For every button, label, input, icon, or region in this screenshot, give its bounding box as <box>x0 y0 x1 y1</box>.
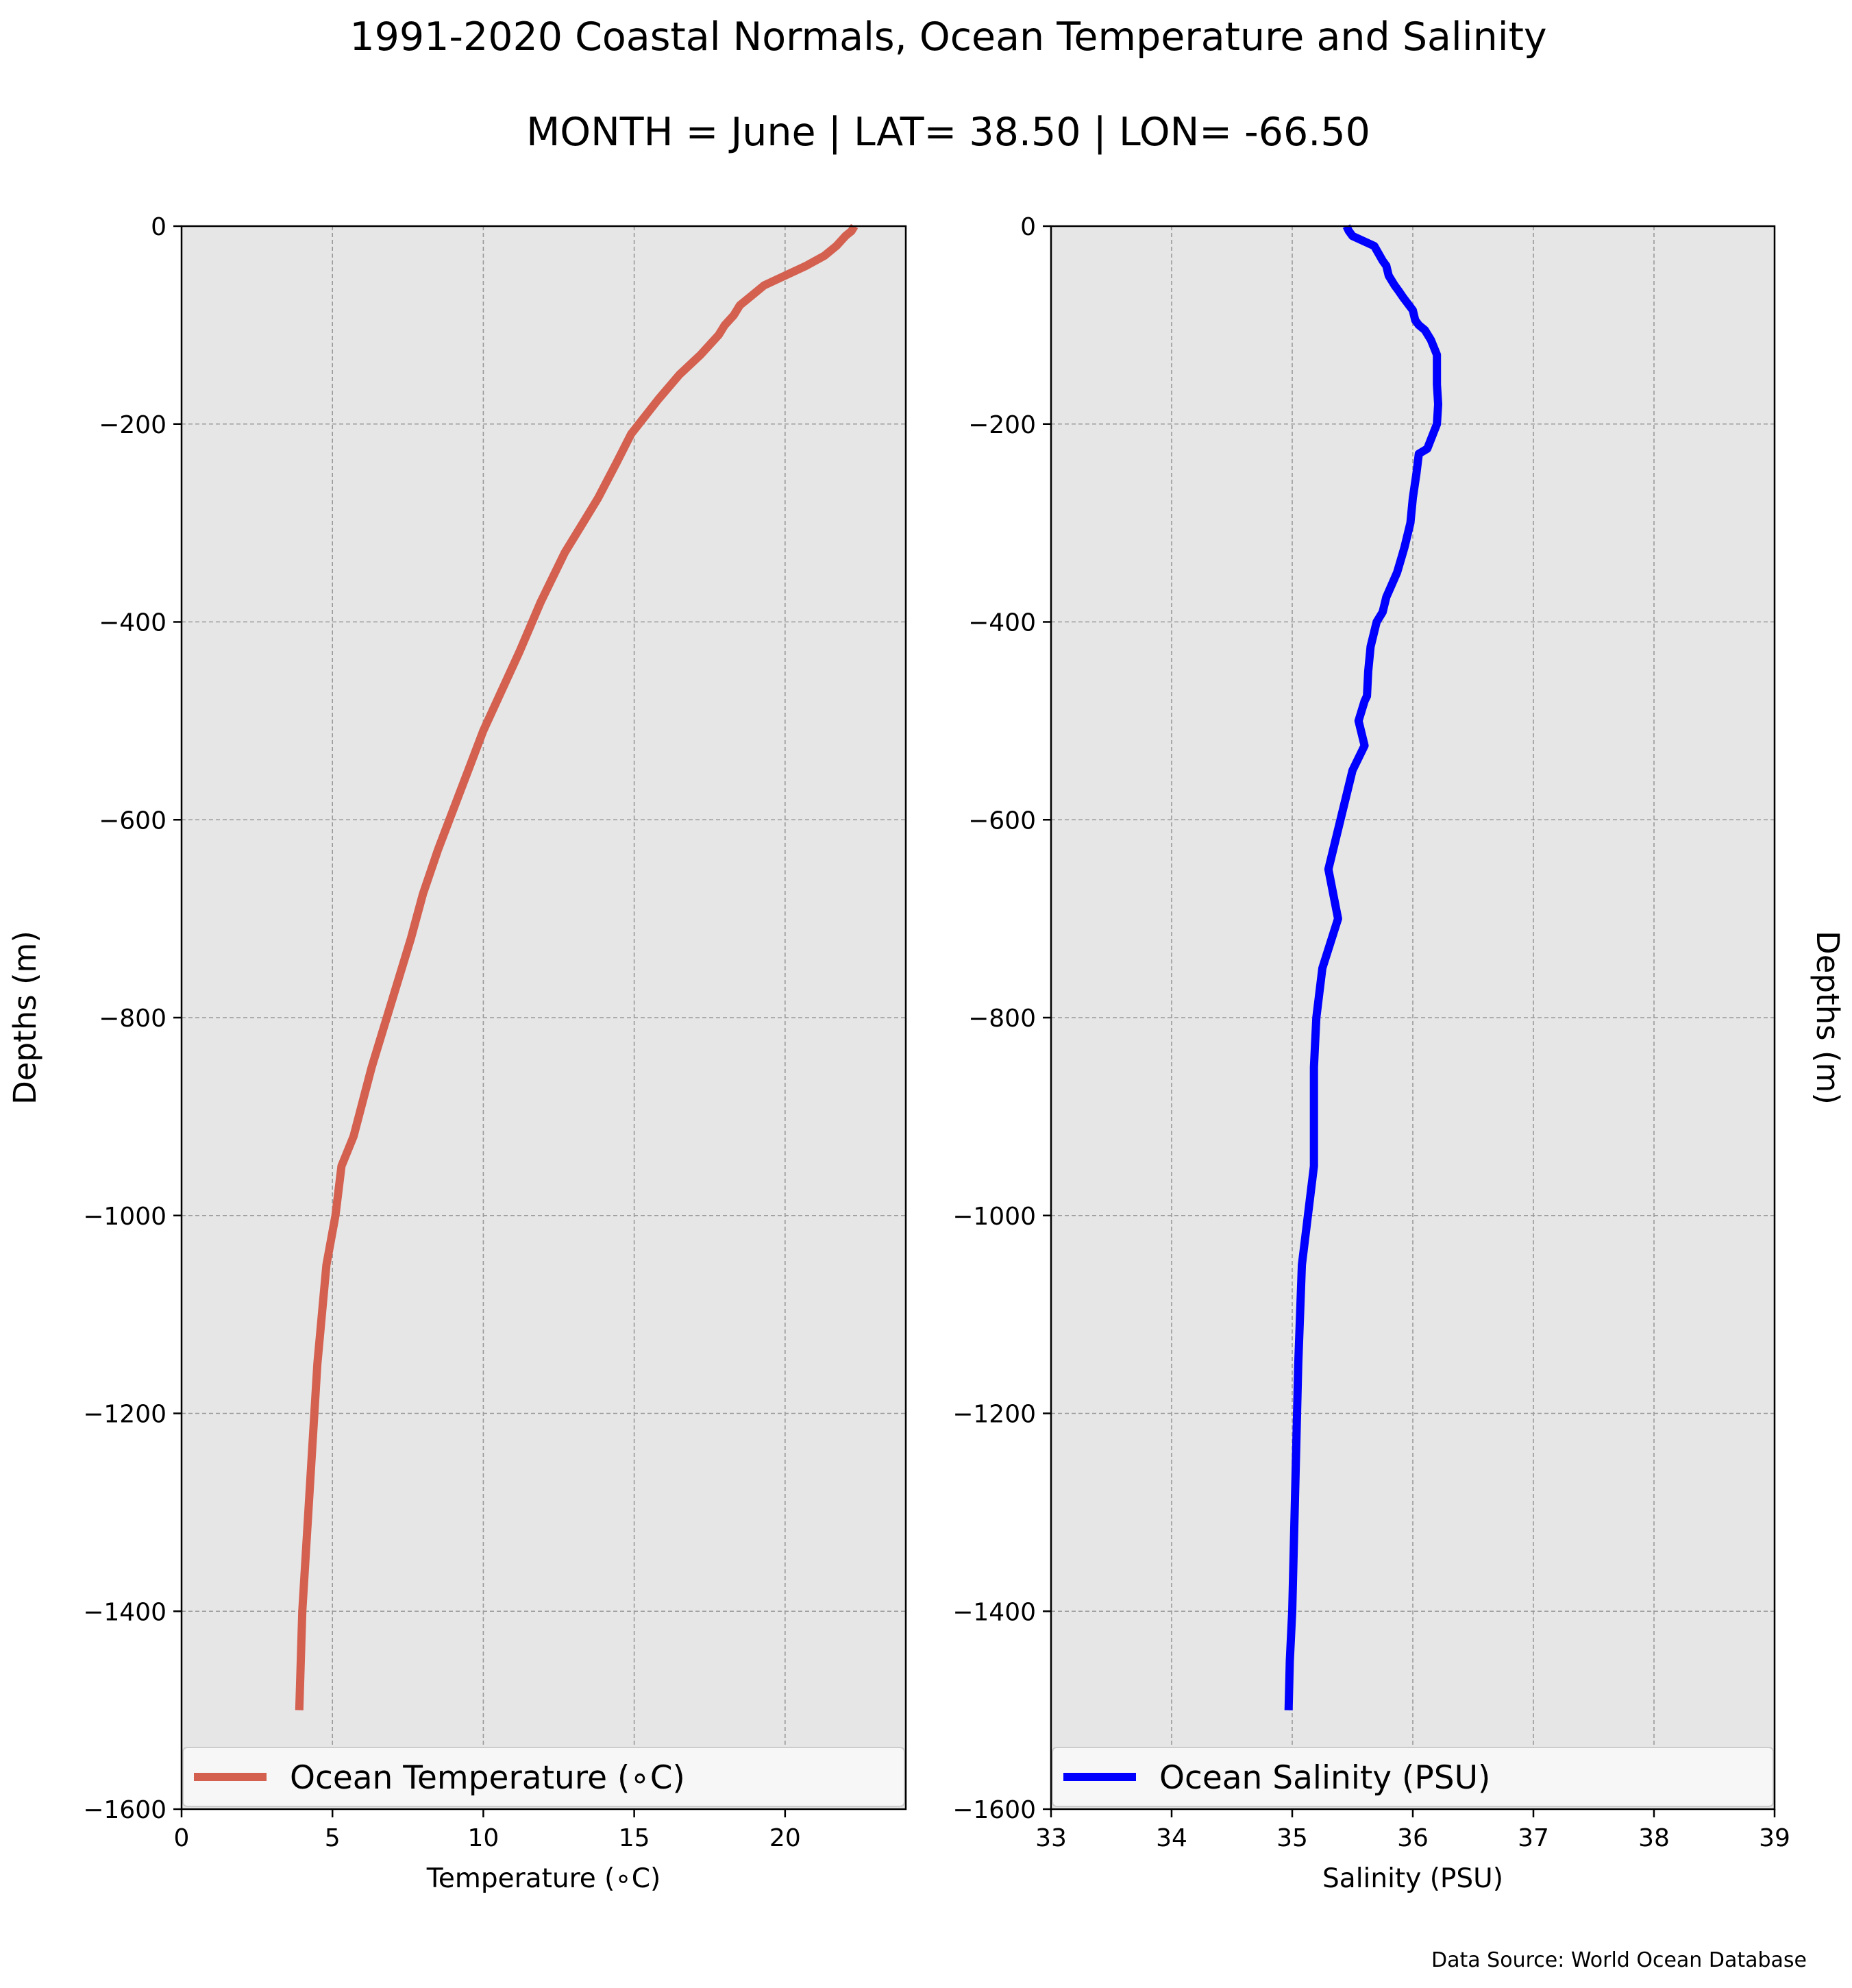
temperature-legend-label: Ocean Temperature (∘C) <box>290 1759 685 1797</box>
salinity-y-tick-label: −200 <box>968 411 1036 439</box>
salinity-y-tick-label: 0 <box>1020 213 1036 241</box>
salinity-y-tick-label: −1600 <box>952 1796 1036 1824</box>
temperature-plot-area <box>182 226 906 1809</box>
salinity-y-tick-label: −600 <box>968 807 1036 835</box>
salinity-x-tick-label: 39 <box>1759 1824 1790 1852</box>
data-source-note: Data Source: World Ocean Database <box>1431 1948 1807 1972</box>
salinity-series-line <box>1284 224 1442 1710</box>
temperature-x-tick-label: 0 <box>174 1824 190 1852</box>
temperature-y-tick-label: −800 <box>99 1005 166 1033</box>
temperature-y-tick-label: −200 <box>99 411 166 439</box>
temperature-x-tick-label: 20 <box>769 1824 801 1852</box>
temperature-x-tick-label: 10 <box>468 1824 499 1852</box>
chart-subtitle: MONTH = June | LAT= 38.50 | LON= -66.50 <box>526 110 1370 155</box>
temperature-x-axis-label: Temperature (∘C) <box>426 1863 661 1894</box>
temperature-x-tick-label: 15 <box>619 1824 650 1852</box>
salinity-x-tick-label: 34 <box>1156 1824 1187 1852</box>
temperature-x-tick-label: 5 <box>325 1824 341 1852</box>
salinity-y-axis-label: Depths (m) <box>1810 931 1846 1105</box>
salinity-y-tick-label: −400 <box>968 609 1036 637</box>
temperature-y-tick-label: −1200 <box>83 1401 166 1429</box>
salinity-x-tick-label: 33 <box>1035 1824 1067 1852</box>
temperature-y-tick-label: −1400 <box>83 1598 166 1626</box>
temperature-y-tick-label: −600 <box>99 807 166 835</box>
salinity-y-tick-label: −800 <box>968 1005 1036 1033</box>
salinity-y-tick-label: −1400 <box>952 1598 1036 1626</box>
temperature-y-tick-label: 0 <box>151 213 166 241</box>
temperature-panel: Ocean Temperature (∘C) 0 5 10 15 20 0 −200 −400 −… <box>7 213 907 1894</box>
temperature-y-axis-label: Depths (m) <box>7 931 43 1105</box>
temperature-y-tick-label: −1000 <box>83 1203 166 1231</box>
salinity-x-axis-label: Salinity (PSU) <box>1322 1863 1503 1894</box>
salinity-y-tick-label: −1000 <box>952 1203 1036 1231</box>
salinity-legend-label: Ocean Salinity (PSU) <box>1159 1759 1490 1797</box>
salinity-panel: Ocean Salinity (PSU) 33 34 35 36 37 38 39 0 −200 −… <box>952 213 1846 1894</box>
temperature-legend <box>182 1747 905 1807</box>
salinity-y-tick-label: −1200 <box>952 1401 1036 1429</box>
temperature-series-line <box>295 223 859 1710</box>
salinity-x-tick-label: 38 <box>1638 1824 1670 1852</box>
temperature-y-tick-label: −1600 <box>83 1796 166 1824</box>
salinity-legend <box>1052 1747 1774 1807</box>
salinity-x-tick-label: 36 <box>1397 1824 1429 1852</box>
salinity-x-tick-label: 37 <box>1518 1824 1549 1852</box>
salinity-x-tick-label: 35 <box>1276 1824 1308 1852</box>
temperature-y-tick-label: −400 <box>99 609 166 637</box>
chart-title: 1991-2020 Coastal Normals, Ocean Tempera… <box>349 14 1546 60</box>
